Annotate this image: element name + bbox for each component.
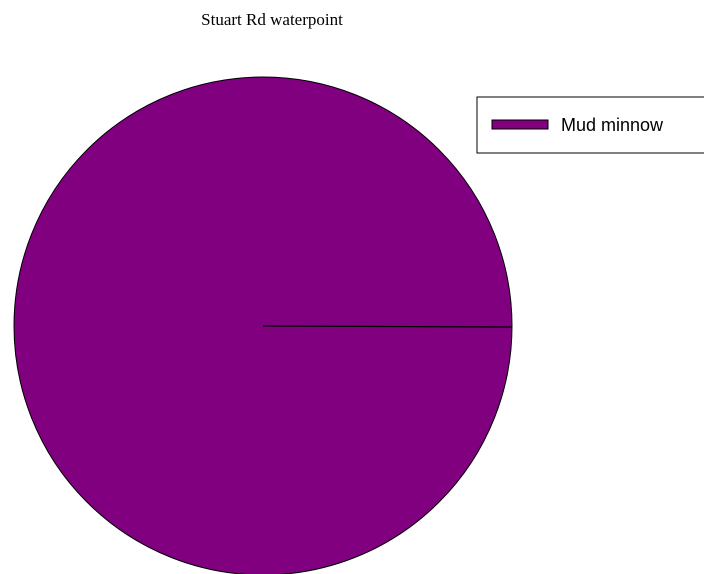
chart-title: Stuart Rd waterpoint — [201, 10, 343, 29]
legend-label-mud-minnow: Mud minnow — [561, 115, 664, 135]
legend-swatch-mud-minnow — [491, 119, 549, 130]
pie-slice-mud-minnow — [13, 76, 513, 574]
legend: Mud minnow — [476, 96, 704, 154]
pie-slice-edge — [262, 325, 513, 328]
pie-slices — [13, 76, 513, 574]
